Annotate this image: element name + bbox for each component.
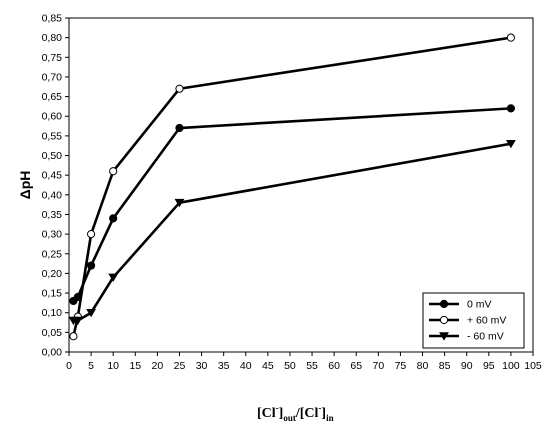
x-tick-label: 70 [372,360,384,372]
data-point [109,167,118,176]
x-tick-label: 10 [107,360,119,372]
y-tick-label: 0,25 [42,248,63,260]
y-tick-label: 0,60 [42,111,63,123]
y-tick-label: 0,40 [42,189,63,201]
legend-label: - 60 mV [467,331,504,343]
x-tick-label: 50 [284,360,296,372]
x-tick-label: 85 [439,360,451,372]
x-tick-label: 45 [262,360,274,372]
x-tick-label: 100 [502,360,520,372]
x-tick-label: 75 [395,360,407,372]
data-point [506,139,516,149]
x-tick-label: 30 [196,360,208,372]
y-tick-label: 0,20 [42,268,63,280]
data-point [69,332,78,341]
x-tick-label: 105 [524,360,542,372]
x-tick-label: 15 [129,360,141,372]
data-point [86,308,96,318]
data-point [86,230,96,239]
data-point [86,261,96,270]
x-tick-label: 40 [240,360,252,372]
y-tick-label: 0,85 [42,13,63,25]
y-tick-label: 0,30 [42,229,63,241]
data-point [506,104,516,113]
data-point [109,214,118,223]
legend-label: 0 mV [467,299,492,311]
legend-label: + 60 mV [467,315,506,327]
y-axis-label: ΔpH [17,171,33,200]
y-tick-label: 0,10 [42,307,63,319]
y-axis: 0,00 0,05 0,10 0,15 0,20 0,25 0,30 0,35 0,40 0,45… [42,13,69,359]
y-tick-label: 0,05 [42,327,63,339]
x-tick-label: 55 [306,360,318,372]
y-tick-label: 0,80 [42,32,63,44]
y-tick-label: 0,15 [42,288,63,300]
y-tick-label: 0,00 [42,347,63,359]
y-tick-label: 0,55 [42,130,63,142]
x-tick-label: 20 [152,360,164,372]
y-tick-label: 0,50 [42,150,63,162]
y-tick-label: 0,45 [42,170,63,182]
y-tick-label: 0,65 [42,91,63,103]
data-point [175,123,184,133]
x-axis: 0 5 10 15 20 25 30 35 40 45 50 55 60 65 70 75 80 85 90 95 10… [66,352,542,372]
x-tick-label: 60 [328,360,340,372]
y-tick-label: 0,70 [42,71,63,83]
data-point [73,292,82,302]
x-tick-label: 95 [483,360,495,372]
data-point [506,33,516,42]
x-tick-label: 5 [88,360,94,372]
legend-marker [439,299,449,309]
y-tick-label: 0,35 [42,209,63,221]
data-point [174,198,185,208]
legend-marker [439,315,449,325]
series-markers [68,33,516,341]
legend: 0 mV + 60 mV - 60 mV [422,292,525,349]
x-tick-label: 25 [174,360,186,372]
x-tick-label: 80 [417,360,429,372]
data-point [72,316,83,326]
legend-marker [439,332,449,341]
x-axis-label: [Cl-]out/[Cl-]in [257,403,334,423]
x-tick-label: 65 [350,360,362,372]
data-point [175,84,184,93]
x-tick-label: 0 [66,360,72,372]
x-tick-label: 90 [461,360,473,372]
x-tick-label: 35 [218,360,230,372]
y-tick-label: 0,75 [42,52,63,64]
data-point [108,273,119,282]
